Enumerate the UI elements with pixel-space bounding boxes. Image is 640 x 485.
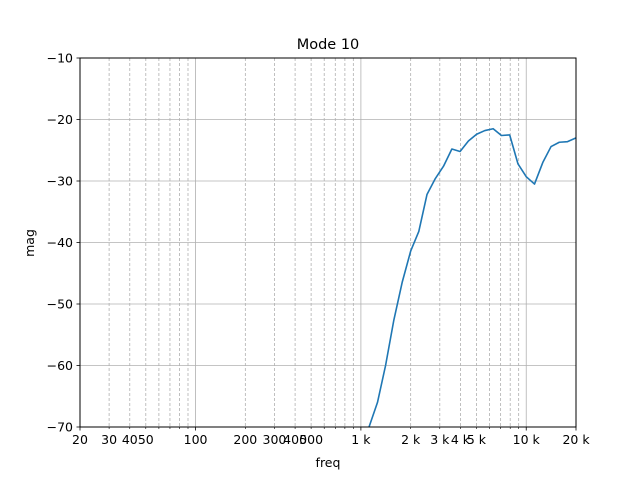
- x-tick-label: 40: [122, 432, 138, 447]
- y-tick-label: −30: [47, 174, 73, 189]
- y-tick-label: −70: [47, 420, 73, 435]
- x-tick-label: 3 k: [430, 432, 450, 447]
- x-axis-label: freq: [316, 455, 341, 470]
- x-tick-label: 4 k: [451, 432, 471, 447]
- x-tick-label: 200: [233, 432, 257, 447]
- y-tick-label: −20: [47, 112, 73, 127]
- y-tick-label: −40: [47, 235, 73, 250]
- x-tick-label: 20 k: [562, 432, 590, 447]
- x-tick-label: 50: [138, 432, 154, 447]
- x-tick-label: 400: [283, 432, 307, 447]
- y-tick-label: −60: [47, 358, 73, 373]
- chart-title: Mode 10: [297, 37, 360, 53]
- y-axis-label: mag: [22, 229, 37, 257]
- y-tick-label: −50: [47, 297, 73, 312]
- x-tick-label: 5 k: [467, 432, 487, 447]
- y-tick-label: −10: [47, 51, 73, 66]
- x-tick-label: 1 k: [351, 432, 371, 447]
- x-tick-label: 500: [299, 432, 323, 447]
- series-line: [368, 127, 576, 427]
- x-tick-label: 10 k: [513, 432, 541, 447]
- x-tick-label: 30: [101, 432, 117, 447]
- x-tick-label: 2 k: [401, 432, 421, 447]
- x-tick-label: 100: [184, 432, 208, 447]
- x-tick-label: 300: [263, 432, 287, 447]
- x-tick-label: 20: [72, 432, 88, 447]
